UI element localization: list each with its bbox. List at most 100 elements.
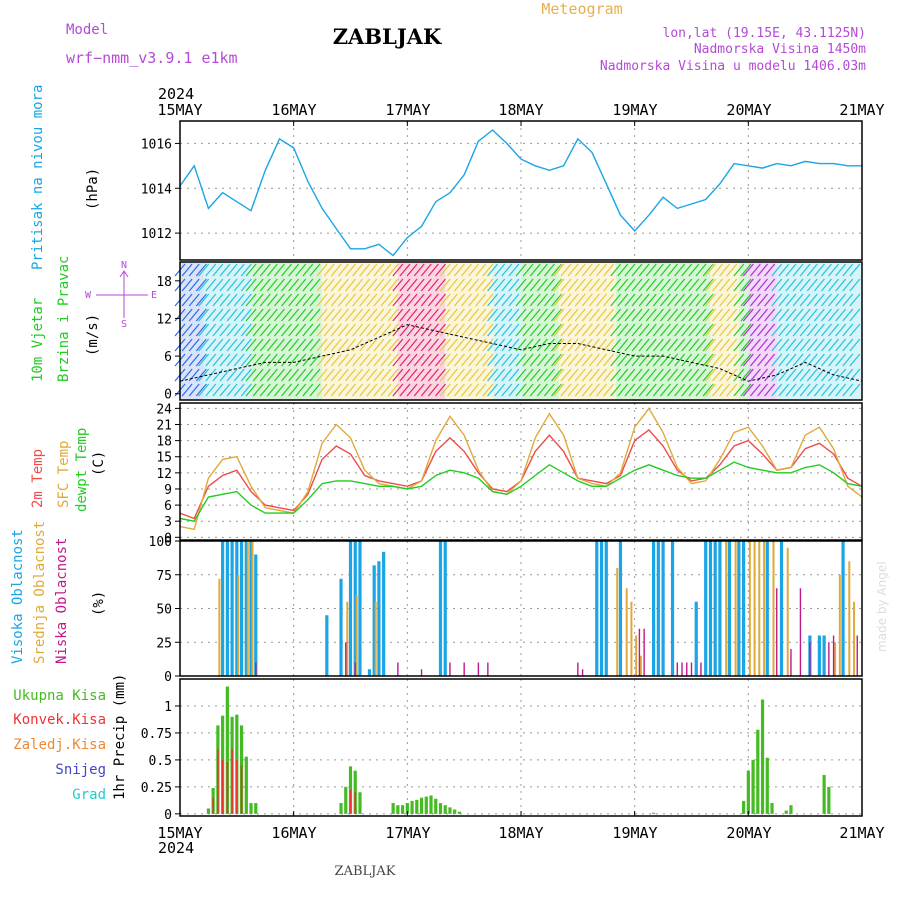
- date-label: 19MAY: [612, 101, 657, 119]
- wind-arrow: [461, 293, 472, 307]
- precip-conv-bar: [240, 765, 243, 814]
- wind-arrow: [567, 293, 579, 307]
- wind-arrow: [427, 293, 439, 307]
- wind-arrow: [638, 293, 650, 307]
- wind-arrow: [742, 338, 754, 352]
- wind-arrow: [551, 263, 562, 277]
- wind-arrow: [413, 263, 425, 277]
- wind-arrow: [181, 293, 193, 307]
- temp-title-1: 2m Temp: [30, 449, 46, 508]
- wind-arrow: [420, 323, 432, 337]
- wind-arrow: [842, 278, 854, 292]
- wind-arrow: [453, 278, 465, 292]
- cloud-high-bar: [741, 541, 746, 676]
- precip-total-bar: [438, 803, 443, 814]
- y-tick-label: 12: [156, 467, 172, 482]
- wind-arrow: [359, 293, 371, 307]
- wind-arrow: [188, 308, 200, 322]
- wind-arrow: [399, 293, 411, 307]
- wind-arrow: [674, 338, 686, 352]
- wind-arrow: [494, 278, 506, 292]
- wind-arrow: [726, 263, 738, 277]
- cloud-high-bar: [382, 551, 386, 676]
- cloud-low-bar: [799, 588, 802, 676]
- pressure-title: Pritisak na nivou mora: [30, 85, 46, 270]
- wind-arrow: [764, 383, 776, 397]
- cloud-low-bar: [397, 662, 399, 676]
- wind-arrow: [560, 278, 572, 292]
- wind-arrow: [596, 368, 607, 382]
- cloud-low-bar: [643, 628, 645, 676]
- wind-arrow: [553, 353, 565, 367]
- wind-arrow: [733, 353, 745, 367]
- wind-arrow: [712, 308, 724, 322]
- wind-arrow: [494, 308, 506, 322]
- wind-arrow: [316, 338, 328, 352]
- wind-arrow: [529, 293, 541, 307]
- wind-arrow: [835, 263, 847, 277]
- wind-arrow: [659, 368, 671, 382]
- wind-arrow: [501, 278, 513, 292]
- y-tick-label: 0.5: [149, 754, 172, 769]
- wind-arrow: [406, 263, 418, 277]
- wind-arrow: [295, 383, 307, 397]
- wind-arrow: [205, 308, 217, 322]
- wind-arrow: [427, 263, 439, 277]
- wind-arrow: [813, 293, 825, 307]
- wind-arrow: [212, 263, 224, 277]
- wind-arrow: [645, 308, 657, 322]
- precip-total-bar: [400, 805, 405, 814]
- wind-arrow: [553, 293, 565, 307]
- wind-arrow: [420, 368, 432, 382]
- wind-arrow: [359, 323, 371, 337]
- wind-arrow: [266, 383, 278, 397]
- wind-arrow: [645, 293, 657, 307]
- wind-arrow: [373, 383, 385, 397]
- cloud-high-bar: [377, 561, 381, 676]
- wind-arrow: [337, 263, 349, 277]
- wind-arrow: [352, 338, 364, 352]
- wind-arrow: [551, 338, 562, 352]
- y-tick-label: 0: [164, 388, 172, 403]
- wind-arrow: [482, 278, 494, 292]
- wind-arrow: [219, 278, 231, 292]
- wind-arrow: [288, 338, 300, 352]
- wind-arrow: [515, 263, 527, 277]
- wind-arrow: [749, 383, 761, 397]
- wind-arrow: [624, 278, 636, 292]
- wind-arrow: [733, 338, 745, 352]
- wind-arrow: [610, 263, 622, 277]
- wind-arrow: [574, 263, 586, 277]
- wind-arrow: [828, 338, 840, 352]
- wind-arrow: [702, 368, 714, 382]
- wind-arrow: [645, 383, 657, 397]
- wind-arrow: [726, 368, 738, 382]
- wind-arrow: [309, 368, 321, 382]
- wind-arrow: [439, 323, 451, 337]
- wind-arrow: [366, 293, 378, 307]
- wind-arrow: [667, 278, 679, 292]
- wind-arrow: [323, 293, 335, 307]
- wind-arrow: [740, 353, 752, 367]
- wind-arrow: [482, 263, 494, 277]
- wind-arrow: [281, 263, 293, 277]
- wind-arrow: [799, 338, 811, 352]
- wind-arrow: [461, 278, 472, 292]
- wind-arrow: [828, 308, 840, 322]
- wind-arrow: [581, 308, 593, 322]
- wind-arrow: [749, 278, 761, 292]
- wind-arrow: [688, 368, 700, 382]
- wind-arrow: [842, 338, 854, 352]
- wind-arrow: [392, 323, 404, 337]
- date-label: 15MAY: [157, 824, 202, 842]
- wind-arrow: [749, 308, 761, 322]
- station-title: ZABLJAK: [333, 24, 442, 49]
- wind-arrow: [806, 263, 818, 277]
- wind-arrow: [543, 338, 555, 352]
- wind-arrow: [543, 383, 555, 397]
- wind-arrow: [645, 353, 657, 367]
- wind-arrow: [652, 338, 664, 352]
- wind-arrow: [719, 263, 731, 277]
- cloud-high-bar: [652, 541, 656, 676]
- wind-arrow: [806, 308, 818, 322]
